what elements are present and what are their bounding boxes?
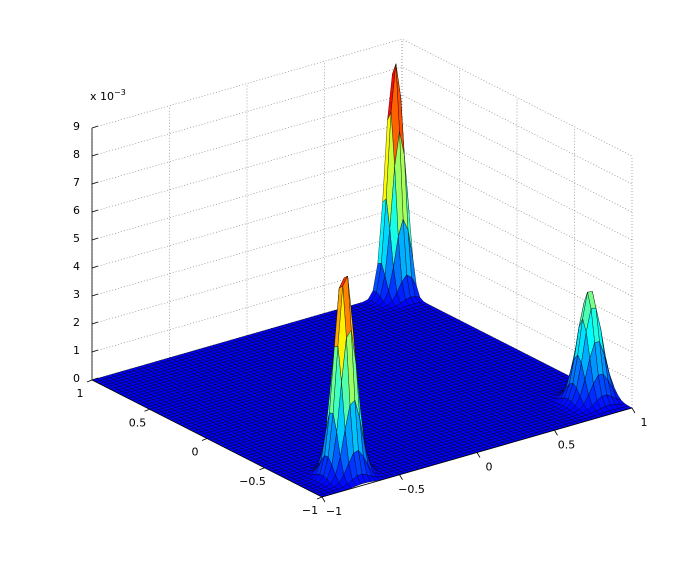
surface bbox=[91, 63, 633, 498]
z-tick-label: 6 bbox=[73, 204, 80, 217]
x-tick-label: 0 bbox=[486, 461, 493, 474]
z-tick-label: 5 bbox=[73, 232, 80, 245]
x-tick-label: 1 bbox=[641, 416, 648, 429]
z-scale-exponent: −3 bbox=[114, 88, 126, 97]
z-scale-label: x 10−3 bbox=[90, 88, 126, 104]
z-tick-label: 3 bbox=[73, 288, 80, 301]
y-tick-label: −0.5 bbox=[239, 475, 266, 488]
z-tick-label: 8 bbox=[73, 148, 80, 161]
x-tick-label: −1 bbox=[326, 505, 342, 518]
y-tick-label: 0 bbox=[192, 446, 199, 459]
x-tick-label: 0.5 bbox=[558, 438, 576, 451]
z-scale-base: x 10 bbox=[90, 90, 114, 103]
z-tick-label: 7 bbox=[73, 176, 80, 189]
z-tick-label: 2 bbox=[73, 316, 80, 329]
z-tick-label: 9 bbox=[73, 120, 80, 133]
x-tick-label: −0.5 bbox=[398, 483, 425, 496]
y-tick-label: 1 bbox=[77, 387, 84, 400]
z-tick-label: 0 bbox=[73, 372, 80, 385]
z-tick-label: 4 bbox=[73, 260, 80, 273]
z-tick-label: 1 bbox=[73, 344, 80, 357]
y-tick-label: 0.5 bbox=[129, 416, 147, 429]
y-tick-label: −1 bbox=[302, 504, 318, 517]
